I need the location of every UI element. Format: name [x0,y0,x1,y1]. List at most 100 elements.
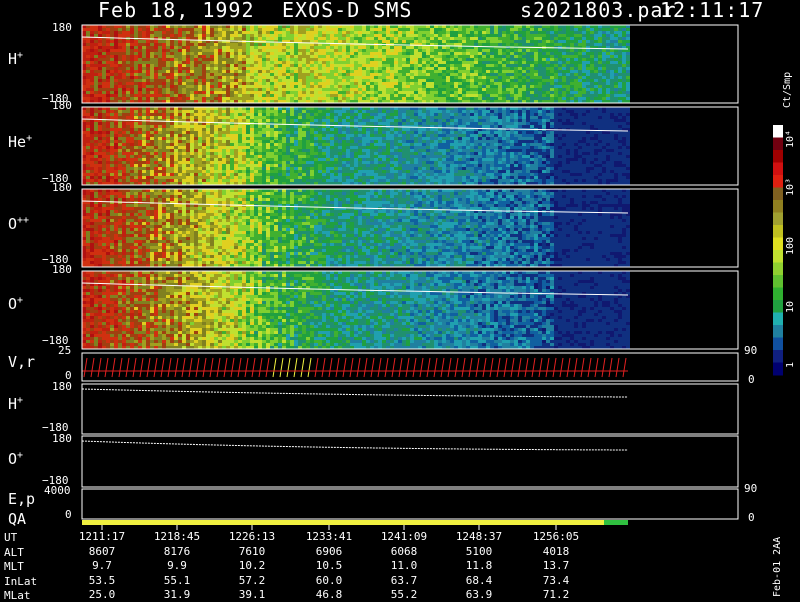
panel-label-o-plus: O+ [8,295,23,313]
velocity-vector-mark [140,358,143,377]
velocity-vector-mark [91,358,94,377]
ephemeris-inlat-value: 55.1 [164,574,191,587]
velocity-vector-mark [350,358,353,377]
file-name: s2021803.par [520,0,677,22]
ephemeris-inlat-value: 60.0 [316,574,343,587]
velocity-vector-mark [560,358,563,377]
velocity-vector-mark [196,358,199,377]
side-note: Feb-01 2AA [772,537,783,597]
velocity-vector-mark [308,358,311,377]
velocity-vector-mark [301,358,304,377]
o-line-panel-frame [82,436,738,487]
velocity-vector-mark [623,358,626,377]
spectrogram-panel-2 [82,189,630,267]
velocity-vector-mark [266,358,269,377]
ephemeris-mlt-value: 9.7 [92,559,112,572]
panel-label-qa: QA [8,510,26,528]
plot-date: Feb 18, 1992 [98,0,255,22]
ephemeris-alt-value: 8176 [164,545,191,558]
ephemeris-mlat-value: 31.9 [164,588,191,600]
colorbar-segment [773,163,783,176]
ephemeris-mlat-value: 25.0 [89,588,116,600]
velocity-vector-mark [511,358,514,377]
colorbar-label-1e4: 10⁴ [785,130,796,148]
ep-right-min: 0 [748,511,755,524]
ephemeris-mlt-value: 11.0 [391,559,418,572]
velocity-vector-mark [294,358,297,377]
colorbar-segment [773,338,783,351]
ephemeris-mlat-value: 39.1 [239,588,266,600]
vr-right-min: 0 [748,373,755,386]
velocity-vector-mark [413,358,416,377]
vr-ymax: 25 [58,344,71,357]
velocity-vector-mark [189,358,192,377]
colorbar-segment [773,288,783,301]
velocity-vector-mark [588,358,591,377]
colorbar-label-10: 10 [785,301,796,313]
colorbar-segment [773,363,783,376]
ephemeris-ut-value: 1241:09 [381,530,427,543]
velocity-vector-mark [441,358,444,377]
velocity-vector-mark [553,358,556,377]
ephemeris-mlat-value: 46.8 [316,588,343,600]
ephemeris-alt-value: 6906 [316,545,343,558]
o-plusplus-ymax: 180 [52,181,72,194]
o-plus-line-trace [82,441,628,450]
ephemeris-inlat-value: 63.7 [391,574,418,587]
spectrogram-panel-1 [82,107,630,185]
row-label-inlat: InLat [4,575,37,588]
ephemeris-mlt-value: 10.2 [239,559,266,572]
velocity-vector-mark [399,358,402,377]
ep-ymin: 0 [65,508,72,521]
velocity-vector-mark [518,358,521,377]
colorbar-segment [773,200,783,213]
o-line-ymax: 180 [52,432,72,445]
row-label-alt: ALT [4,546,24,559]
h-line-ymax: 180 [52,380,72,393]
plot-time: 12:11:17 [660,0,764,22]
velocity-vector-mark [322,358,325,377]
colorbar-segment [773,125,783,138]
velocity-vector-mark [287,358,290,377]
ephemeris-inlat-value: 68.4 [466,574,493,587]
row-label-mlat: MLat [4,589,31,602]
vr-panel-frame [82,353,738,381]
velocity-vector-mark [105,358,108,377]
velocity-vector-mark [483,358,486,377]
velocity-vector-mark [378,358,381,377]
velocity-vector-mark [126,358,129,377]
ephemeris-mlt-value: 11.8 [466,559,493,572]
velocity-vector-mark [539,358,542,377]
velocity-vector-mark [112,358,115,377]
velocity-vector-mark [595,358,598,377]
velocity-vector-mark [364,358,367,377]
ep-panel-frame [82,489,738,519]
velocity-vector-mark [280,358,283,377]
spectrogram-panel-3 [82,271,630,349]
velocity-vector-mark [98,358,101,377]
colorbar-label-1e3: 10³ [785,178,796,196]
velocity-vector-mark [469,358,472,377]
velocity-vector-mark [154,358,157,377]
velocity-vector-mark [343,358,346,377]
velocity-vector-mark [497,358,500,377]
velocity-vector-mark [574,358,577,377]
colorbar-segment [773,238,783,251]
ephemeris-ut-value: 1218:45 [154,530,200,543]
qa-bar [82,520,604,525]
velocity-vector-mark [546,358,549,377]
colorbar-segment [773,263,783,276]
ep-right-max: 90 [744,482,757,495]
h-plus-ymax: 180 [52,21,72,34]
velocity-vector-mark [420,358,423,377]
velocity-vector-mark [532,358,535,377]
colorbar-segment [773,300,783,313]
colorbar-segment [773,350,783,363]
colorbar-segment [773,250,783,263]
colorbar-segment [773,313,783,326]
panel-label-vr: V,r [8,353,35,371]
vr-right-max: 90 [744,344,757,357]
ep-ymax: 4000 [44,484,71,497]
colorbar-segment [773,138,783,151]
